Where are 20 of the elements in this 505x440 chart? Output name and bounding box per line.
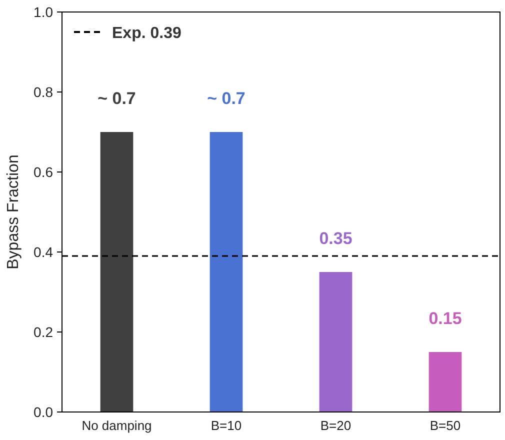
y-tick-label: 0.4 (34, 244, 54, 260)
bar (428, 352, 462, 412)
x-tick-label: B=10 (210, 418, 242, 433)
y-tick-label: 0.2 (34, 324, 54, 340)
y-tick-label: 0.6 (34, 164, 54, 180)
bar (319, 272, 352, 412)
data-label: 0.15 (428, 309, 462, 328)
y-tick-label: 0.0 (34, 404, 54, 420)
x-tick-label: B=20 (320, 418, 352, 433)
bar (210, 132, 243, 412)
data-label: 0.35 (319, 229, 352, 248)
y-tick-label: 1.0 (34, 4, 54, 20)
y-axis-title: Bypass Fraction (5, 154, 22, 270)
data-label: ~ 0.7 (207, 89, 246, 108)
legend-label: Exp. 0.39 (112, 25, 182, 42)
x-tick-label: No damping (82, 418, 152, 433)
bar (100, 132, 134, 412)
data-label: ~ 0.7 (98, 89, 136, 108)
x-tick-label: B=50 (430, 418, 461, 433)
y-tick-label: 0.8 (34, 84, 54, 100)
